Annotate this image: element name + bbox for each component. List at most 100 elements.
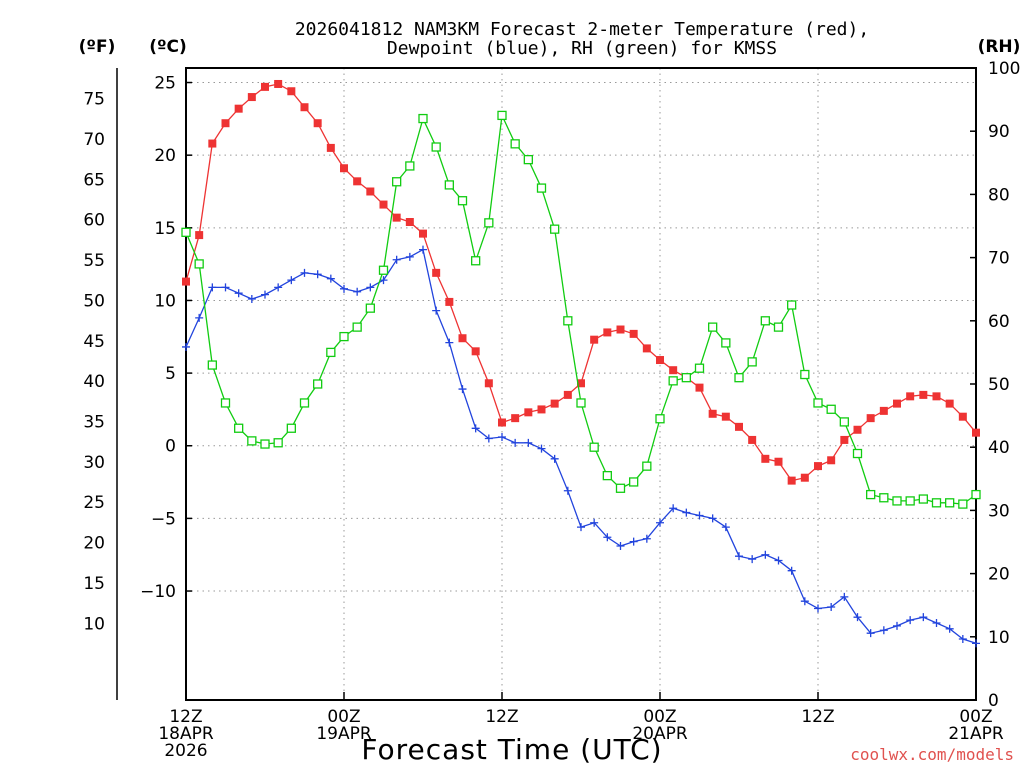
data-point — [445, 297, 454, 306]
series-line — [185, 83, 977, 482]
data-point — [286, 423, 296, 433]
chart-title-line-2: Dewpoint (blue), RH (green) for KMSS — [387, 38, 777, 59]
data-point — [274, 79, 283, 88]
rh-tick-label: 60 — [988, 312, 1010, 332]
celsius-tick-label: 0 — [165, 437, 176, 457]
data-point — [431, 142, 441, 152]
data-point — [405, 252, 414, 261]
x-tick-label: 2026 — [164, 741, 207, 761]
data-point — [313, 379, 323, 389]
data-point — [708, 514, 717, 523]
data-point — [879, 406, 888, 415]
data-point — [760, 316, 770, 326]
data-point — [182, 342, 190, 351]
data-point — [958, 634, 967, 643]
data-point — [444, 180, 454, 190]
x-tick-label: 18APR — [158, 724, 214, 744]
data-point — [866, 489, 876, 500]
data-point — [524, 408, 533, 417]
data-point — [774, 457, 783, 466]
x-tick-label: 20APR — [632, 724, 688, 744]
data-point — [655, 414, 665, 424]
data-point — [919, 613, 928, 622]
data-point — [813, 398, 823, 408]
data-point — [392, 255, 401, 264]
data-point — [195, 313, 204, 322]
data-point — [457, 196, 468, 206]
data-point — [629, 329, 638, 338]
data-point — [629, 477, 639, 487]
data-point — [800, 369, 810, 380]
data-point — [761, 550, 770, 559]
data-point — [379, 276, 388, 285]
data-point — [563, 486, 572, 495]
data-point — [669, 366, 678, 375]
fahrenheit-tick-label: 50 — [83, 291, 105, 311]
data-point — [300, 268, 309, 277]
data-point — [326, 347, 336, 358]
rh-tick-label: 20 — [988, 565, 1010, 585]
data-point — [326, 143, 335, 152]
data-point — [287, 87, 296, 96]
data-point — [721, 523, 730, 532]
celsius-tick-label: 15 — [154, 219, 176, 239]
data-point — [694, 363, 705, 373]
data-point — [234, 104, 243, 113]
data-point — [208, 283, 217, 292]
data-point — [695, 383, 704, 392]
data-point — [484, 434, 493, 443]
celsius-tick-label: −10 — [140, 582, 176, 602]
data-point — [853, 425, 862, 434]
data-point — [866, 414, 875, 423]
data-point — [247, 295, 256, 304]
data-point — [353, 177, 362, 186]
data-point — [879, 493, 889, 503]
data-point — [181, 227, 191, 237]
data-point — [814, 462, 822, 471]
fahrenheit-tick-label: 40 — [83, 372, 105, 392]
fahrenheit-tick-label: 25 — [83, 493, 105, 513]
data-point — [458, 334, 467, 343]
fahrenheit-tick-label: 65 — [83, 170, 105, 190]
data-point — [681, 373, 691, 383]
data-point — [866, 629, 875, 638]
data-point — [734, 373, 744, 383]
data-point — [261, 290, 269, 299]
data-point — [340, 284, 348, 293]
data-point — [524, 438, 533, 447]
data-point — [931, 498, 942, 508]
data-point — [405, 218, 414, 227]
data-point — [234, 289, 243, 298]
rh-tick-label: 30 — [988, 501, 1010, 521]
data-point — [747, 357, 757, 367]
data-point — [563, 390, 572, 399]
data-point — [629, 537, 638, 546]
data-point — [419, 245, 427, 254]
data-point — [471, 256, 481, 266]
data-point — [603, 328, 612, 337]
data-point — [182, 277, 190, 286]
rh-unit-label: (RH) — [978, 37, 1021, 57]
data-point — [432, 306, 441, 315]
series-dewpoint — [182, 245, 980, 648]
data-point — [827, 456, 836, 465]
data-point — [826, 404, 836, 414]
data-point — [221, 119, 230, 128]
data-point — [471, 424, 480, 433]
rh-tick-label: 10 — [988, 628, 1010, 648]
data-point — [537, 405, 546, 414]
fahrenheit-tick-label: 75 — [83, 90, 105, 110]
data-point — [366, 283, 375, 292]
data-point — [274, 283, 283, 292]
celsius-tick-label: 20 — [154, 146, 176, 166]
x-axis-title: Forecast Time (UTC) — [361, 733, 662, 766]
celsius-tick-label: 25 — [154, 74, 176, 94]
data-point — [365, 303, 375, 313]
data-point — [537, 444, 546, 453]
data-point — [498, 433, 506, 442]
data-point — [432, 268, 441, 277]
grid-lines — [186, 68, 976, 700]
data-point — [484, 379, 493, 388]
data-point — [300, 103, 309, 112]
